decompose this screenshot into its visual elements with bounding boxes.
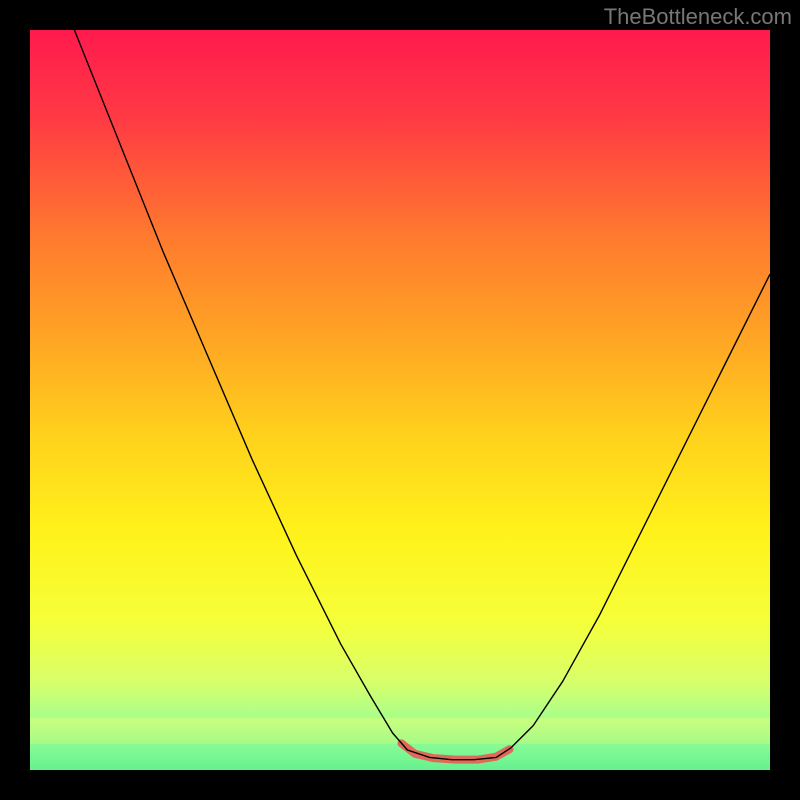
- plot-area: [30, 30, 770, 770]
- frame-right: [770, 0, 800, 800]
- frame-left: [0, 0, 30, 800]
- frame-bottom: [0, 770, 800, 800]
- chart-svg: [30, 30, 770, 770]
- gradient-background: [30, 30, 770, 770]
- watermark-text: TheBottleneck.com: [604, 4, 792, 30]
- bottom-band: [30, 744, 770, 770]
- root: TheBottleneck.com: [0, 0, 800, 800]
